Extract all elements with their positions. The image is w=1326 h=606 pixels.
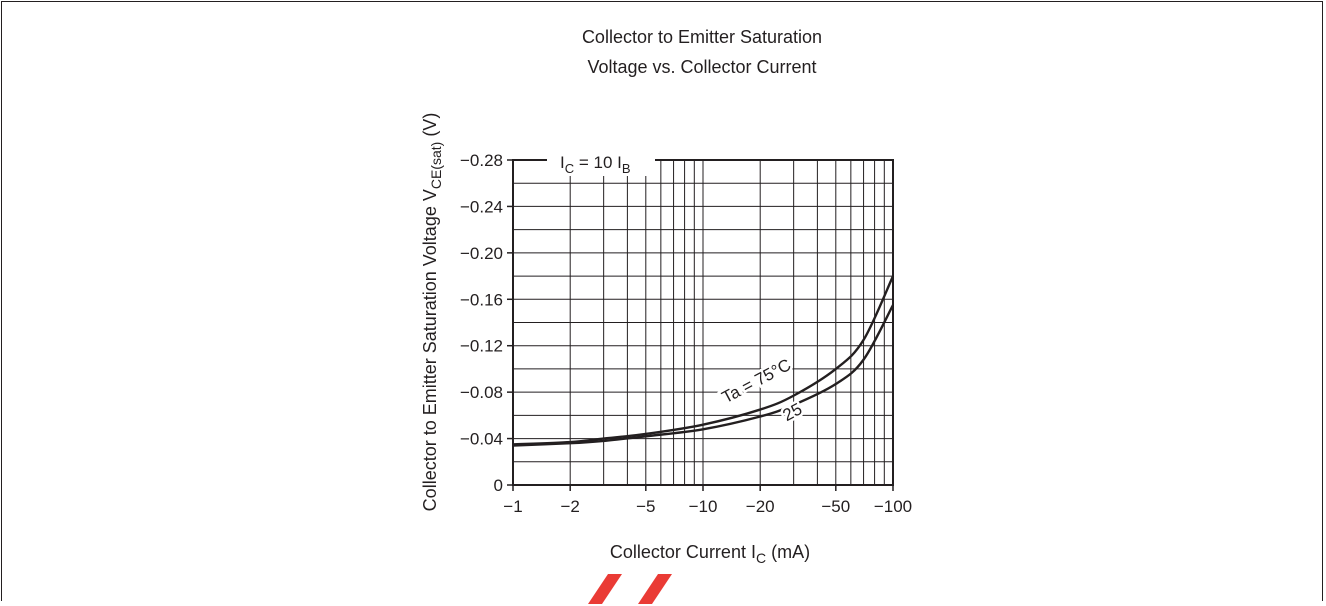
x-axis-label: Collector Current IC (mA) [610,542,810,566]
x-tick-label: −100 [874,497,912,516]
x-tick-label: −1 [503,497,522,516]
series-label-75c: Ta = 75°C [719,355,794,407]
x-axis-ticks: −1 −2 −5 −10 −20 −50 −100 [503,485,912,516]
y-tick-label: −0.28 [460,151,503,170]
y-axis-ticks: 0 −0.04 −0.08 −0.12 −0.16 −0.20 −0.24 −0.28 [460,151,513,495]
chart-title: Collector to Emitter Saturation Voltage … [582,27,822,77]
x-tick-label: −50 [821,497,850,516]
annotations: IC = 10 IB Ta = 75°C25 [547,150,808,427]
chart-title-line-2: Voltage vs. Collector Current [587,57,816,77]
chart-title-line-1: Collector to Emitter Saturation [582,27,822,47]
watermark-shape [588,574,672,604]
x-tick-label: −2 [561,497,580,516]
x-tick-label: −20 [746,497,775,516]
condition-label: IC = 10 IB [560,153,631,176]
condition-label-bg [547,150,655,176]
grid-lines [512,159,893,486]
series-label-25: 25 [780,399,806,425]
y-tick-label: −0.12 [460,337,503,356]
watermark-mark [588,574,672,604]
y-axis-label: Collector to Emitter Saturation Voltage … [420,113,444,512]
y-tick-label: 0 [494,476,503,495]
x-tick-label: −10 [689,497,718,516]
y-tick-label: −0.24 [460,197,503,216]
x-tick-label: −5 [636,497,655,516]
y-tick-label: −0.20 [460,244,503,263]
series-lines [512,275,895,447]
y-tick-label: −0.16 [460,290,503,309]
y-tick-label: −0.04 [460,430,503,449]
series-line-75c [512,275,895,446]
y-tick-label: −0.08 [460,383,503,402]
series-line-25 [512,304,895,447]
axis-labels: Collector Current IC (mA) Collector to Em… [420,113,810,566]
